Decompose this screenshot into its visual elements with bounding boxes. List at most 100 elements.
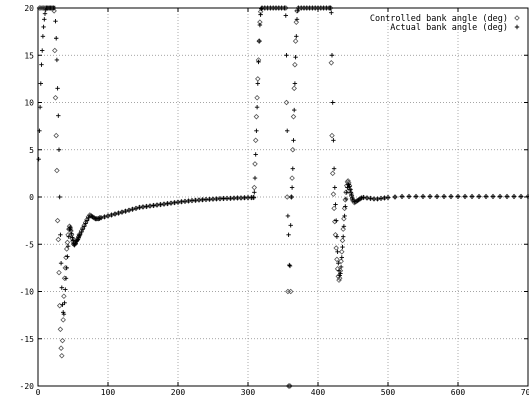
controlled-point: [339, 237, 346, 244]
controlled-point: [287, 383, 293, 389]
actual-point: [361, 195, 366, 200]
actual-point: [344, 190, 349, 195]
actual-point: [70, 235, 75, 240]
actual-point: [257, 22, 263, 28]
actual-point: [253, 152, 258, 157]
actual-point: [57, 194, 62, 200]
actual-point: [334, 234, 340, 239]
legend-marker-plus: [514, 24, 520, 30]
actual-point: [294, 34, 299, 39]
actual-point: [36, 157, 41, 162]
actual-point: [255, 81, 260, 86]
actual-point: [158, 202, 163, 207]
actual-point: [338, 271, 343, 276]
controlled-point: [338, 258, 344, 265]
actual-point: [53, 19, 58, 24]
y-tick-label: 5: [29, 146, 34, 155]
controlled-point: [58, 345, 64, 351]
controlled-point: [339, 249, 345, 255]
actual-point: [254, 105, 260, 110]
actual-point: [341, 234, 346, 239]
actual-point: [382, 195, 387, 201]
actual-point: [455, 194, 461, 199]
actual-point: [254, 128, 259, 134]
actual-point: [39, 62, 44, 67]
actual-point: [82, 224, 87, 229]
controlled-point: [289, 175, 295, 181]
actual-point: [331, 138, 336, 143]
actual-point: [289, 194, 294, 200]
actual-point: [154, 202, 160, 208]
actual-point: [54, 36, 59, 41]
controlled-point: [292, 38, 299, 44]
actual-point: [119, 209, 125, 215]
controlled-point: [60, 317, 66, 323]
controlled-point: [252, 161, 258, 167]
actual-point: [285, 213, 291, 219]
actual-point: [65, 254, 70, 259]
legend-marker-diamond: [514, 15, 520, 21]
actual-point: [98, 215, 104, 220]
actual-point: [285, 128, 290, 134]
actual-point: [364, 195, 370, 201]
actual-point: [359, 195, 364, 201]
actual-point: [123, 208, 128, 214]
x-tick-label: 600: [451, 388, 466, 396]
actual-point: [84, 218, 90, 223]
actual-point: [345, 185, 350, 190]
actual-point: [286, 232, 291, 237]
series-1: [36, 5, 529, 317]
actual-point: [406, 194, 412, 199]
actual-point: [109, 212, 114, 218]
y-tick-label: -20: [20, 382, 35, 391]
y-tick-label: -5: [24, 240, 34, 249]
controlled-point: [341, 215, 347, 222]
x-tick-label: 200: [171, 388, 186, 396]
controlled-point: [52, 47, 58, 54]
actual-point: [413, 194, 419, 199]
actual-point: [339, 255, 344, 260]
controlled-point: [328, 60, 335, 66]
actual-point: [80, 226, 85, 232]
actual-point: [137, 205, 142, 210]
actual-point: [168, 200, 174, 206]
actual-point: [56, 147, 62, 152]
actual-point: [511, 194, 517, 199]
controlled-point: [252, 137, 259, 144]
actual-point: [102, 214, 107, 220]
actual-point: [258, 12, 263, 17]
actual-point: [490, 194, 496, 199]
controlled-point: [54, 167, 60, 174]
actual-point: [329, 53, 335, 58]
actual-point: [130, 207, 135, 212]
actual-point: [54, 57, 60, 63]
controlled-point: [292, 61, 298, 68]
actual-point: [348, 190, 354, 195]
x-tick-label: 0: [36, 388, 41, 396]
controlled-point: [64, 239, 71, 246]
controlled-point: [59, 337, 66, 344]
actual-point: [287, 263, 293, 269]
actual-point: [378, 196, 384, 201]
actual-point: [55, 86, 60, 91]
y-tick-label: 0: [29, 193, 34, 202]
y-tick-label: 20: [24, 4, 34, 13]
actual-point: [58, 232, 63, 237]
controlled-point: [343, 189, 349, 196]
x-tick-label: 500: [381, 388, 396, 396]
actual-point: [288, 223, 293, 228]
actual-point: [427, 194, 433, 199]
y-tick-label: -15: [20, 335, 35, 344]
actual-point: [59, 285, 64, 290]
controlled-point: [286, 383, 293, 389]
controlled-point: [53, 132, 59, 139]
actual-point: [65, 243, 71, 249]
actual-point: [144, 204, 149, 209]
actual-point: [292, 81, 298, 86]
actual-point: [469, 194, 475, 199]
actual-point: [336, 268, 342, 273]
actual-point: [385, 195, 391, 200]
actual-point: [68, 225, 73, 230]
